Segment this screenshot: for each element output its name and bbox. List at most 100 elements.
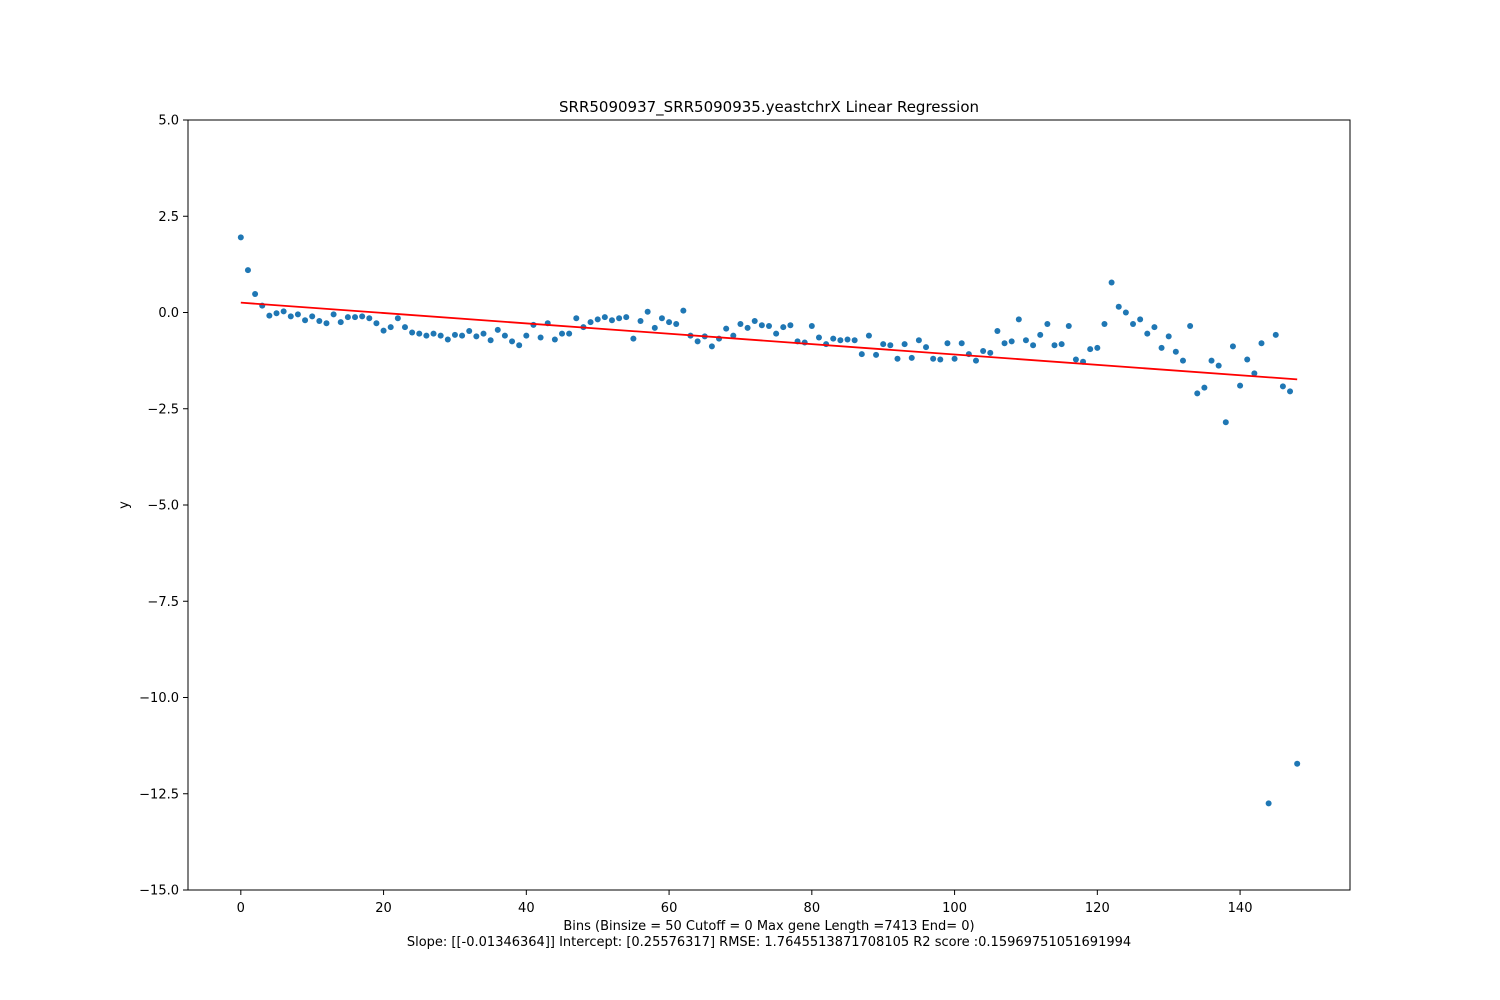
x-axis-ticks: 0 20 40 60 80 100 120 140 xyxy=(237,890,1252,916)
data-point xyxy=(880,341,887,348)
data-point xyxy=(473,333,480,340)
data-point xyxy=(1287,388,1294,395)
data-point xyxy=(309,313,316,320)
data-point xyxy=(430,330,437,337)
data-point xyxy=(644,308,651,315)
data-point xyxy=(316,317,323,324)
data-point xyxy=(366,315,373,322)
data-point xyxy=(1208,357,1215,364)
data-point xyxy=(566,330,573,337)
data-point xyxy=(559,330,566,337)
data-point xyxy=(944,340,951,347)
data-point xyxy=(787,322,794,329)
y-tick-label: 5.0 xyxy=(158,114,179,129)
y-tick-label: −12.5 xyxy=(139,787,179,802)
data-point xyxy=(930,355,937,362)
data-point xyxy=(1094,344,1101,351)
data-point xyxy=(244,267,251,274)
data-point xyxy=(1237,382,1244,389)
data-point xyxy=(915,337,922,344)
plot-background xyxy=(188,120,1350,890)
data-point xyxy=(359,313,366,320)
data-point xyxy=(751,317,758,324)
data-point xyxy=(401,324,408,331)
data-point xyxy=(487,337,494,344)
data-point xyxy=(616,315,623,322)
data-point xyxy=(1201,384,1208,391)
y-tick-label: −5.0 xyxy=(147,499,179,514)
data-point xyxy=(808,322,815,329)
data-point xyxy=(773,330,780,337)
data-point xyxy=(1194,390,1201,397)
data-point xyxy=(466,327,473,334)
data-point xyxy=(1187,322,1194,329)
data-point xyxy=(551,336,558,343)
data-point xyxy=(873,351,880,358)
data-point xyxy=(908,354,915,361)
data-point xyxy=(1030,342,1037,349)
data-point xyxy=(651,324,658,331)
data-point xyxy=(409,329,416,336)
data-point xyxy=(237,234,244,241)
data-point xyxy=(451,331,458,338)
data-point xyxy=(423,332,430,339)
data-point xyxy=(673,321,680,328)
y-tick-label: −10.0 xyxy=(139,691,179,706)
data-point xyxy=(1294,760,1301,767)
data-point xyxy=(387,324,394,331)
y-tick-label: −2.5 xyxy=(147,402,179,417)
y-tick-label: −7.5 xyxy=(147,595,179,610)
data-point xyxy=(509,338,516,345)
data-point xyxy=(923,344,930,351)
data-point xyxy=(894,355,901,362)
data-point xyxy=(323,320,330,327)
data-point xyxy=(437,332,444,339)
data-point xyxy=(666,319,673,326)
data-point xyxy=(844,336,851,343)
data-point xyxy=(1108,279,1115,286)
data-point xyxy=(494,326,501,333)
data-point xyxy=(280,308,287,315)
data-point xyxy=(337,319,344,326)
x-tick-label: 60 xyxy=(661,901,678,916)
data-point xyxy=(887,342,894,349)
data-point xyxy=(737,321,744,328)
data-point xyxy=(1229,343,1236,350)
data-point xyxy=(951,355,958,362)
data-point xyxy=(865,332,872,339)
x-tick-label: 120 xyxy=(1085,901,1110,916)
data-point xyxy=(1022,337,1029,344)
data-point xyxy=(680,307,687,314)
data-point xyxy=(537,334,544,341)
data-point xyxy=(901,341,908,348)
data-point xyxy=(373,320,380,327)
data-point xyxy=(830,335,837,342)
data-point xyxy=(459,332,466,339)
data-point xyxy=(937,356,944,363)
data-point xyxy=(344,314,351,321)
data-point xyxy=(1008,338,1015,345)
data-point xyxy=(837,337,844,344)
data-point xyxy=(1065,322,1072,329)
data-point xyxy=(1044,321,1051,328)
data-point xyxy=(723,325,730,332)
x-tick-label: 100 xyxy=(942,901,967,916)
data-point xyxy=(501,332,508,339)
y-tick-label: 2.5 xyxy=(158,210,179,225)
data-point xyxy=(302,317,309,324)
y-tick-label: −15.0 xyxy=(139,884,179,899)
x-tick-label: 40 xyxy=(518,901,535,916)
data-point xyxy=(273,310,280,317)
data-point xyxy=(1137,316,1144,323)
data-point xyxy=(630,335,637,342)
x-tick-label: 20 xyxy=(375,901,392,916)
data-point xyxy=(1051,342,1058,349)
data-point xyxy=(352,314,359,321)
data-point xyxy=(1037,331,1044,338)
data-point xyxy=(744,324,751,331)
data-point xyxy=(1015,316,1022,323)
data-point xyxy=(1272,331,1279,338)
data-point xyxy=(516,342,523,349)
data-point xyxy=(815,334,822,341)
